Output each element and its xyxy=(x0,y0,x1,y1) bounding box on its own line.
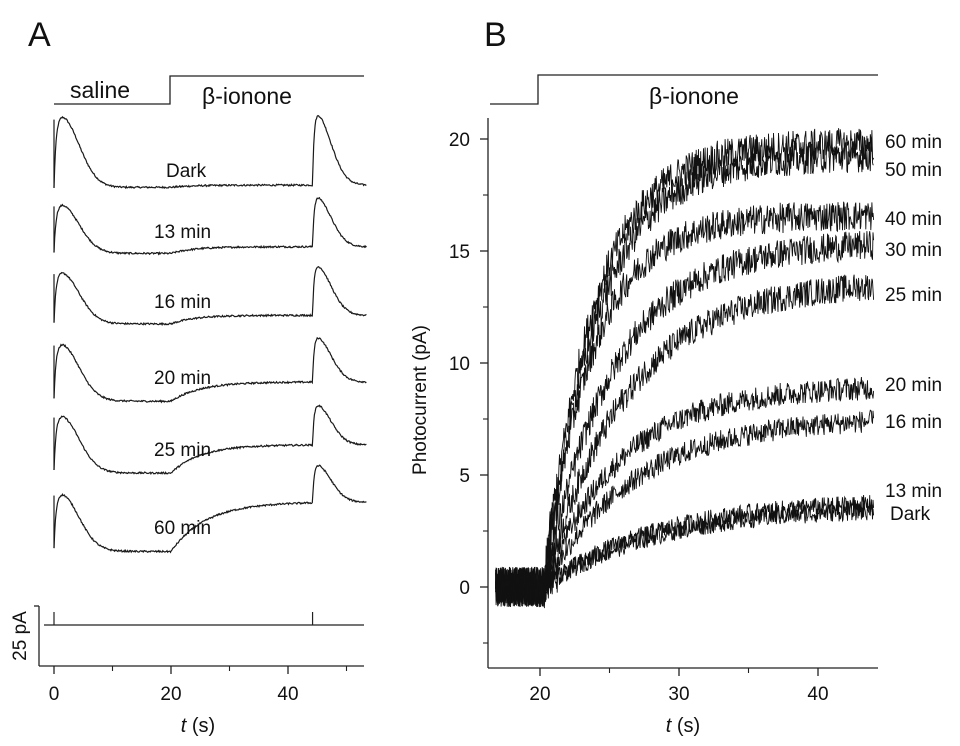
panel-a-x-tick-label: 20 xyxy=(160,684,181,705)
panel-b-y-tick-label: 10 xyxy=(449,354,470,375)
panel-a-trace xyxy=(53,196,367,256)
panel-b-series-label: 16 min xyxy=(885,412,942,433)
panel-a-trace-label: Dark xyxy=(166,161,207,182)
panel-b-y-axis-label: Photocurrent (pA) xyxy=(410,325,431,475)
panel-b-y-tick-label: 20 xyxy=(449,130,470,151)
panel-b-traces xyxy=(495,128,875,609)
panel-a-trace xyxy=(53,404,367,475)
panel-b-stimulus-label: β-ionone xyxy=(649,83,739,109)
panel-a-trace xyxy=(53,464,367,554)
panel-b-stimulus: β-ionone xyxy=(490,74,878,109)
panel-b-series-labels: 60 min 50 min 40 min 30 min 25 min 20 min 16 m… xyxy=(885,132,942,525)
panel-b-stimulus-step xyxy=(490,74,878,105)
panel-a-stimulus-label-saline: saline xyxy=(70,77,130,103)
panel-a-trace xyxy=(53,336,367,404)
panel-a-trace-label: 60 min xyxy=(154,518,211,539)
panel-b-x-tick-label: 40 xyxy=(807,684,828,705)
panel-a-scale-bar-label: 25 pA xyxy=(10,611,31,661)
panel-b-series-label: 50 min xyxy=(885,160,942,181)
panel-a-x-axis-label: t (s) xyxy=(181,715,215,737)
panel-b-trace xyxy=(495,501,875,607)
panel-b-series-label: 20 min xyxy=(885,375,942,396)
panel-a-traces: Dark 13 min 16 min 20 min 25 min 60 min xyxy=(44,114,367,626)
panel-b-x-axis-label: t (s) xyxy=(666,715,700,737)
panel-b-series-label: Dark xyxy=(890,504,931,525)
panel-b-series-label: 30 min xyxy=(885,240,942,261)
panel-b-y-tick-label: 0 xyxy=(459,578,470,599)
panel-b-y-tick-label: 5 xyxy=(459,466,470,487)
panel-b-trace xyxy=(495,231,875,608)
panel-a-x-ticks: 0 20 40 xyxy=(49,666,348,705)
panel-label-b: B xyxy=(484,16,507,54)
panel-a-x-tick-label: 0 xyxy=(49,684,60,705)
panel-b-trace xyxy=(495,376,875,607)
panel-b-y-ticks: 0 5 10 15 20 xyxy=(449,130,488,644)
panel-b-y-tick-label: 15 xyxy=(449,242,470,263)
panel-b-x-tick-label: 20 xyxy=(529,684,550,705)
panel-b-axes: 20 30 40 0 5 10 15 20 t (s) Photocurrent (pA) xyxy=(410,118,878,737)
panel-a-stimulus: saline β-ionone xyxy=(54,75,364,109)
panel-a-trace xyxy=(53,266,367,327)
panel-a-trace-label: 20 min xyxy=(154,368,211,389)
panel-b-trace xyxy=(495,274,875,609)
panel-a-trace-label: 13 min xyxy=(154,222,211,243)
panel-b-x-ticks: 20 30 40 xyxy=(529,668,829,705)
panel-a-x-tick-label: 40 xyxy=(277,684,298,705)
panel-b-x-tick-label: 30 xyxy=(668,684,689,705)
panel-b-series-label: 25 min xyxy=(885,285,942,306)
panel-b-trace xyxy=(495,201,875,607)
panel-a-stimulus-step xyxy=(54,75,364,105)
panel-a-trace-label: 16 min xyxy=(154,292,211,313)
panel-b-series-label: 60 min xyxy=(885,132,942,153)
panel-a-stimulus-label-ionone: β-ionone xyxy=(202,83,292,109)
panel-b-series-label: 13 min xyxy=(885,481,942,502)
panel-b-trace xyxy=(495,494,875,607)
panel-b-series-label: 40 min xyxy=(885,209,942,230)
panel-a-axis: 0 20 40 t (s) 25 pA xyxy=(10,605,364,737)
panel-label-a: A xyxy=(28,16,51,54)
panel-b-trace xyxy=(495,409,875,608)
panel-a-trace-label: 25 min xyxy=(154,440,211,461)
panel-a-trace xyxy=(53,114,367,190)
